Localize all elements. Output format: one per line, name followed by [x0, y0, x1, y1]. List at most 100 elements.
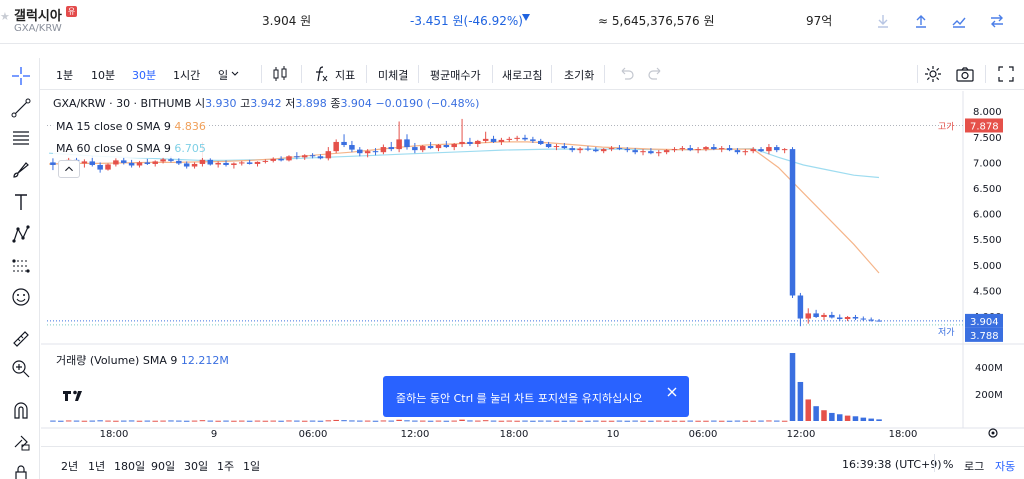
indicators-button[interactable]: 지표	[335, 69, 356, 82]
brush-icon[interactable]	[10, 159, 32, 181]
clock-utc[interactable]: 16:39:38 (UTC+9)	[842, 458, 942, 471]
upload-icon[interactable]	[912, 12, 930, 30]
ticker-bar: ★ 갤럭시아 유 GXA/KRW 3.904 원 -3.451 원(-46.92…	[0, 0, 1024, 44]
interval-10m[interactable]: 10분	[91, 69, 116, 82]
volume-bar	[585, 420, 591, 422]
download-icon[interactable]	[874, 12, 892, 30]
ma60-label: MA 60 close 0 SMA 9	[56, 142, 171, 155]
range-30d[interactable]: 30일	[184, 460, 209, 473]
fullscreen-icon[interactable]	[996, 64, 1016, 84]
low-price-tag	[965, 327, 1003, 342]
candle-body	[207, 159, 214, 165]
coin-pair: GXA/KRW	[14, 23, 62, 34]
redo-icon[interactable]	[646, 64, 666, 84]
candle-body	[325, 151, 332, 159]
open-orders-button[interactable]: 미체결	[378, 69, 409, 82]
range-90d[interactable]: 90일	[151, 460, 176, 473]
range-180d[interactable]: 180일	[114, 460, 146, 473]
zoom-in-icon[interactable]	[10, 358, 32, 380]
candle-body	[50, 162, 56, 165]
candle-body	[561, 146, 568, 149]
tradingview-logo-icon[interactable]	[54, 381, 90, 409]
horizontal-lines-icon[interactable]	[10, 127, 32, 149]
crosshair-icon[interactable]	[10, 65, 32, 87]
measure-lines-icon[interactable]	[10, 255, 32, 277]
lock-drawing-icon[interactable]	[10, 431, 32, 453]
time-tick-label: 18:00	[500, 429, 529, 440]
price-tick-label: 4.500	[973, 286, 1002, 297]
price-tick-label: 5.500	[973, 235, 1002, 246]
legend-ma60-row[interactable]: MA 60 close 0 SMA 9 6.705	[53, 139, 479, 161]
settings-gear-icon[interactable]	[923, 64, 943, 84]
pattern-icon[interactable]	[10, 223, 32, 245]
magnet-icon[interactable]	[10, 400, 32, 422]
text-tool-icon[interactable]	[10, 191, 32, 213]
range-1d[interactable]: 1일	[243, 460, 261, 473]
volume-bar	[223, 420, 229, 422]
interval-1h[interactable]: 1시간	[173, 69, 201, 82]
interval-1m[interactable]: 1분	[56, 69, 74, 82]
range-1w[interactable]: 1주	[217, 460, 235, 473]
range-1y[interactable]: 1년	[88, 460, 106, 473]
coin-name: 갤럭시아	[14, 9, 62, 24]
volume-bar	[781, 420, 788, 422]
high-price-tag-label: 7.878	[970, 121, 999, 132]
volume-bar	[789, 353, 796, 421]
volume-bar	[435, 420, 442, 422]
swap-icon[interactable]	[988, 12, 1006, 30]
candle-body	[396, 139, 402, 150]
volume-bar	[608, 420, 615, 422]
candle-body	[498, 139, 505, 142]
interval-day[interactable]: 일	[218, 69, 229, 82]
high-marker-label: 고가	[938, 121, 955, 132]
undo-icon[interactable]	[616, 64, 636, 84]
legend-ma15-row[interactable]: MA 15 close 0 SMA 9 4.836	[53, 117, 479, 139]
candle-style-icon[interactable]	[270, 64, 290, 84]
axis-settings-gear-icon[interactable]	[988, 428, 998, 438]
candle-body	[341, 141, 347, 146]
candle-body	[758, 149, 764, 152]
volume-bar	[451, 420, 457, 422]
trend-line-icon[interactable]	[10, 97, 32, 119]
candle-body	[805, 313, 812, 319]
range-2y[interactable]: 2년	[61, 460, 79, 473]
volume-bar	[593, 420, 599, 422]
time-tick-label: 12:00	[787, 429, 816, 440]
volume-bar	[97, 420, 103, 422]
candle-body	[876, 320, 882, 322]
emoji-icon[interactable]	[10, 286, 32, 308]
function-fx-icon[interactable]	[312, 64, 332, 84]
price-tick-label: 7.500	[973, 133, 1002, 144]
avg-buy-price-button[interactable]: 평균매수가	[430, 69, 481, 82]
candle-body	[766, 147, 772, 152]
close-icon[interactable]	[665, 385, 679, 399]
auto-scale-toggle[interactable]: 자동	[995, 460, 1016, 473]
chevron-down-icon[interactable]	[230, 69, 240, 79]
volume-bar	[569, 420, 575, 422]
camera-icon[interactable]	[955, 64, 975, 84]
candle-body	[695, 149, 701, 151]
volume-bar	[246, 420, 253, 422]
ruler-icon[interactable]	[10, 328, 32, 350]
interval-30m[interactable]: 30분	[132, 69, 157, 82]
refresh-button[interactable]: 새로고침	[502, 69, 543, 82]
volume-bar	[821, 410, 827, 421]
candle-body	[514, 137, 520, 139]
gear-center	[991, 431, 995, 435]
volume-label: 거래량 (Volume) SMA 9	[56, 354, 178, 367]
lock-icon[interactable]	[10, 462, 32, 479]
reset-button[interactable]: 초기화	[564, 69, 595, 82]
candle-body	[191, 163, 198, 167]
log-scale-toggle[interactable]: 로그	[964, 460, 985, 473]
trend-chart-icon[interactable]	[950, 12, 968, 30]
current-price: 3.904 원	[262, 14, 312, 28]
favorite-star-icon[interactable]: ★	[0, 10, 10, 23]
percent-scale-toggle[interactable]: %	[943, 458, 954, 471]
gear-ring	[988, 428, 998, 438]
candle-body	[813, 313, 819, 317]
toolbar-divider	[917, 65, 918, 83]
volume-bar	[514, 420, 520, 422]
volume-bar	[270, 420, 276, 422]
volume-bar	[73, 420, 80, 422]
collapse-legend-button[interactable]	[58, 160, 80, 178]
